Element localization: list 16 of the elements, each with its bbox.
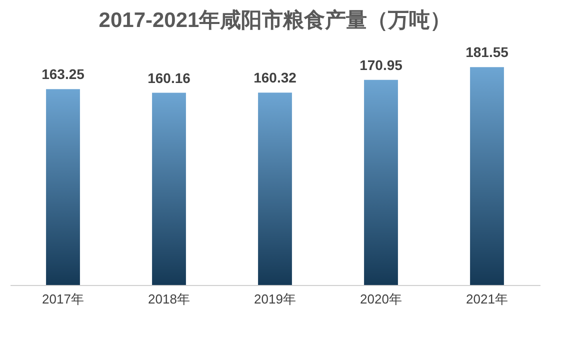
data-label: 160.32 [254,70,297,86]
data-label: 170.95 [360,56,403,73]
x-tick-label: 2020年 [360,292,402,306]
bar [470,67,504,285]
data-label: 163.25 [42,66,85,82]
bar [364,80,398,285]
data-label: 181.55 [466,44,509,60]
chart-title: 2017-2021年咸阳市粮食产量（万吨） [98,8,452,32]
data-label: 160.16 [148,70,191,86]
x-tick-label: 2018年 [148,292,190,306]
bar [152,92,186,285]
x-tick-label: 2021年 [466,292,508,306]
x-tick-label: 2017年 [42,292,84,306]
x-tick-label: 2019年 [254,292,296,306]
bar [46,89,80,285]
bar [258,92,292,285]
